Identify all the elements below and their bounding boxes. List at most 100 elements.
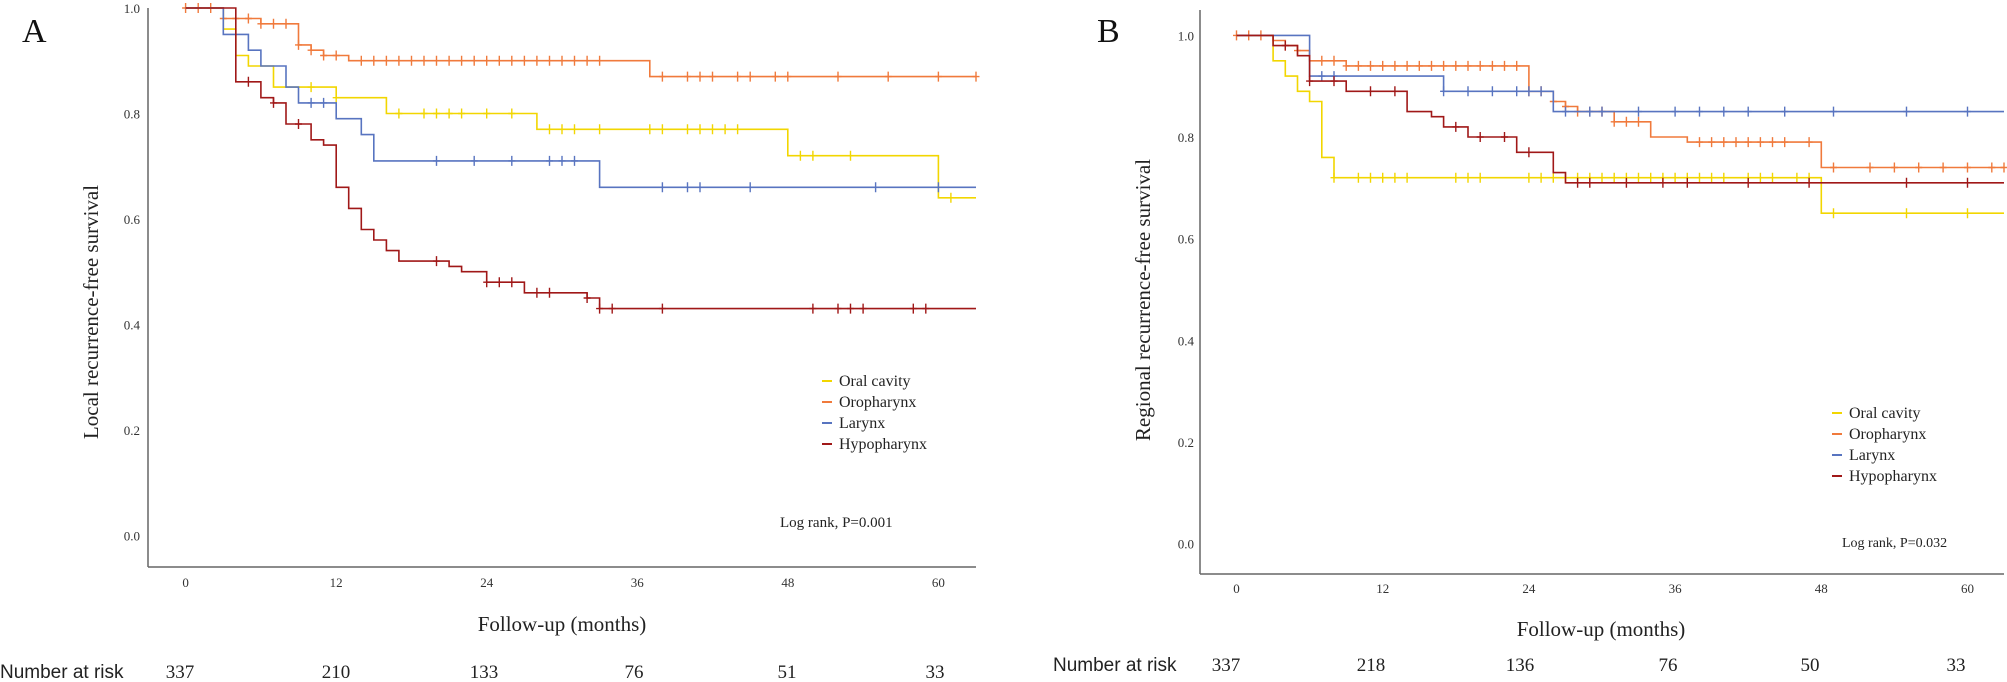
panel-a-censor-mark-hypopharynx [508, 277, 516, 288]
panel-a-censor-mark-hypopharynx [244, 76, 252, 87]
panel-b-censor-mark-oropharynx [1732, 137, 1740, 148]
panel-b-censor-mark-oropharynx [1744, 137, 1752, 148]
panel-a-x-tick-label: 12 [330, 575, 343, 590]
panel-b-y-tick-label: 0.6 [1178, 232, 1195, 247]
panel-a-censor-mark-oropharynx [408, 55, 415, 66]
panel-b-censor-mark-oropharynx [1488, 60, 1496, 71]
panel-b-censor-mark-hypopharynx [1574, 177, 1582, 188]
panel-a-censor-mark-oropharynx [458, 55, 466, 66]
panel-a-y-tick-label: 0.4 [124, 317, 141, 332]
panel-b: B 0.0 0.2 0.4 0.6 0.8 1.0 0 12 24 36 48 60 Regiona… [1053, 10, 2007, 676]
panel-b-censor-mark-oropharynx [1866, 162, 1874, 173]
panel-b-curve-oral-cavity [1236, 34, 2004, 214]
panel-a-censor-mark-oropharynx [558, 55, 566, 66]
panel-a-censor-mark-hypopharynx [859, 303, 867, 314]
panel-b-censor-mark-oral-cavity [1720, 172, 1728, 183]
panel-a-legend-label-larynx: Larynx [839, 415, 885, 432]
panel-b-censor-mark-oral-cavity [1403, 172, 1411, 183]
panel-a-number-at-risk-label: Number at risk [0, 662, 124, 682]
panel-a-censor-mark-oral-cavity [809, 150, 817, 161]
panel-b-curve-hypopharynx [1236, 34, 2004, 184]
panel-b-censor-mark-oropharynx [1367, 60, 1374, 71]
panel-b-censor-mark-oral-cavity [1708, 172, 1716, 183]
panel-a-censor-mark-oral-cavity [734, 124, 742, 135]
panel-a-censor-mark-oral-cavity [646, 124, 654, 135]
panel-a-censor-mark-larynx [307, 97, 315, 108]
panel-b-legend: Oral cavity Oropharynx Larynx Hypopharynx [1832, 405, 1937, 485]
panel-b-log-rank: Log rank, P=0.032 [1842, 536, 1947, 551]
panel-b-censor-mark-oropharynx [1440, 60, 1448, 71]
panel-a-censor-mark-oral-cavity [546, 124, 553, 135]
panel-b-censor-mark-oral-cavity [1354, 172, 1362, 183]
panel-a-censor-mark-hypopharynx [583, 293, 591, 303]
panel-b-censor-mark-oropharynx [1769, 137, 1776, 148]
panel-b-censor-mark-oral-cavity [1756, 172, 1764, 183]
panel-b-censor-mark-oral-cavity [1537, 172, 1545, 183]
panel-a-censor-mark-hypopharynx [834, 303, 842, 314]
panel-a-y-axis-label: Local recurrence-free survival [79, 185, 103, 439]
panel-a-legend: Oral cavity Oropharynx Larynx Hypopharynx [822, 373, 927, 453]
panel-a-censor-mark-larynx [320, 97, 328, 108]
panel-b-censor-mark-oropharynx [1622, 116, 1630, 127]
panel-b-censor-mark-oropharynx [1452, 60, 1460, 71]
panel-a-censor-mark-oral-cavity [508, 108, 516, 119]
panel-b-censor-mark-larynx [1696, 106, 1703, 117]
panel-b-censor-mark-hypopharynx [1964, 177, 1971, 188]
panel-b-censor-mark-hypopharynx [1330, 76, 1338, 87]
panel-b-censor-mark-hypopharynx [1476, 132, 1484, 142]
panel-a-x-tick-labels: 0 12 24 36 48 60 [182, 575, 944, 590]
panel-b-censor-mark-oropharynx [1379, 60, 1387, 71]
panel-a-censor-mark-oral-cavity [658, 124, 666, 135]
panel-a-censor-mark-oropharynx [696, 71, 704, 82]
panel-a-censor-mark-oropharynx [533, 55, 541, 66]
panel-b-censor-mark-hypopharynx [1659, 177, 1667, 188]
panel-b-x-tick-label: 0 [1233, 581, 1240, 596]
panel-a-censor-mark-oral-cavity [709, 124, 716, 135]
panel-b-x-tick-label: 48 [1815, 581, 1828, 596]
panel-a-censor-mark-hypopharynx [433, 256, 440, 267]
panel-a-censor-mark-oropharynx [320, 50, 328, 61]
panel-b-censor-mark-hypopharynx [1683, 177, 1691, 188]
panel-b-censor-mark-hypopharynx [1622, 177, 1630, 188]
panel-b-censor-mark-oral-cavity [1525, 172, 1533, 183]
panel-b-curves [1233, 30, 2007, 219]
panel-a-number-at-risk-value: 33 [926, 662, 945, 682]
panel-a-censor-mark-oropharynx [495, 55, 503, 66]
panel-b-x-tick-label: 60 [1961, 581, 1974, 596]
panel-a-curves [182, 3, 980, 314]
panel-b-censor-mark-oral-cavity [1476, 172, 1484, 183]
panel-b-label: B [1097, 13, 1120, 50]
panel-b-censor-mark-larynx [1744, 106, 1752, 117]
panel-b-censor-mark-hypopharynx [1306, 76, 1314, 87]
panel-a-censor-mark-oral-cavity [332, 92, 340, 103]
panel-a-censor-mark-oropharynx [596, 55, 604, 66]
panel-a-censor-mark-oropharynx [508, 55, 516, 66]
panel-b-number-at-risk-value: 337 [1212, 655, 1241, 676]
panel-a-censor-mark-larynx [508, 155, 516, 166]
panel-a-censor-mark-oral-cavity [796, 150, 804, 161]
panel-b-censor-mark-oropharynx [1464, 60, 1472, 71]
panel-b-y-axis-label: Regional recurrence-free survival [1131, 159, 1155, 441]
panel-b-censor-mark-oropharynx [1513, 60, 1521, 71]
panel-b-x-tick-label: 36 [1669, 581, 1683, 596]
panel-a-x-axis-label: Follow-up (months) [478, 612, 647, 636]
panel-b-censor-mark-larynx [1513, 86, 1521, 97]
panel-a-censor-mark-larynx [571, 155, 578, 166]
panel-a-censor-mark-larynx [696, 182, 704, 193]
panel-b-censor-mark-larynx [1586, 106, 1594, 117]
panel-a-censor-mark-oropharynx [546, 55, 553, 66]
panel-b-censor-mark-oropharynx [1964, 162, 1971, 173]
panel-b-censor-mark-larynx [1964, 106, 1971, 117]
panel-a-censor-mark-oropharynx [270, 18, 277, 29]
panel-a-number-at-risk-value: 337 [166, 662, 195, 682]
panel-a-censor-mark-larynx [558, 155, 566, 166]
panel-a-censor-mark-hypopharynx [847, 303, 854, 314]
panel-b-number-at-risk-value: 50 [1801, 655, 1820, 676]
panel-a-censor-mark-oropharynx [420, 55, 428, 66]
panel-a-log-rank: Log rank, P=0.001 [780, 515, 893, 531]
panel-b-censor-mark-larynx [1440, 86, 1448, 97]
panel-a-censor-mark-oropharynx [583, 55, 591, 66]
panel-a-censor-mark-hypopharynx [909, 303, 917, 314]
panel-a-x-tick-label: 48 [781, 575, 794, 590]
panel-b-censor-mark-hypopharynx [1281, 40, 1289, 51]
